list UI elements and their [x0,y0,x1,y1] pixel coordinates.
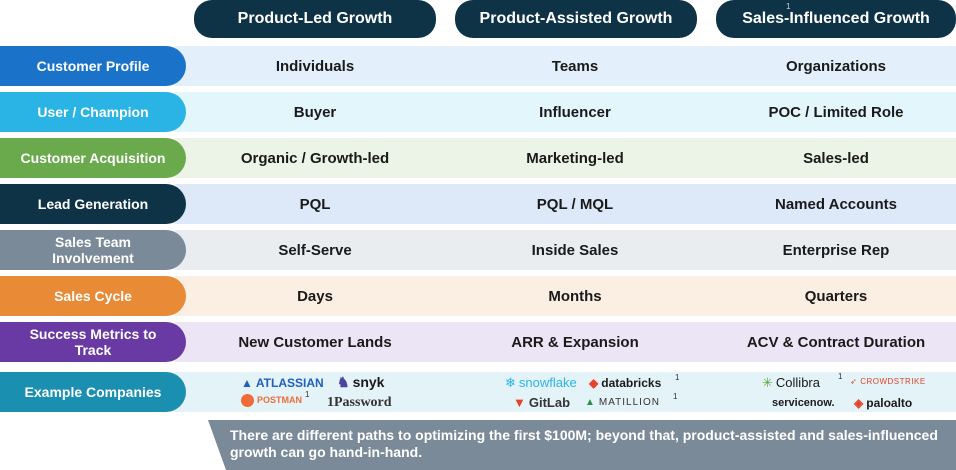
row-sales-team-involvement: Sales Team Involvement Self-Serve Inside… [0,230,956,270]
row-band [175,184,956,224]
footnote-marker: 1 [305,390,310,399]
row-label-user-champion: User / Champion [0,92,186,132]
row-label-lead-generation: Lead Generation [0,184,186,224]
databricks-icon: ◆ [589,376,599,390]
cell-sales-influenced: Enterprise Rep [782,241,890,259]
postman-mark-icon [241,394,254,407]
footnote-marker: 1 [838,372,843,381]
row-success-metrics: Success Metrics to Track New Customer La… [0,322,956,362]
cell-product-led: Days [297,287,333,305]
column-header-sales-influenced: 1 Sales-Influenced Growth [716,0,956,38]
row-label-example-companies: Example Companies [0,372,186,412]
row-band [175,230,956,270]
column-header-label: Product-Assisted Growth [479,10,673,27]
paloalto-logo: ◈ paloalto [854,396,913,410]
row-band [175,276,956,316]
cell-product-assisted: PQL / MQL [536,195,614,213]
gitlab-fox-icon: ▼ [513,395,526,410]
cell-product-led: Organic / Growth-led [240,149,390,167]
cell-product-assisted: Teams [551,57,599,75]
cell-product-led: New Customer Lands [238,333,392,351]
row-customer-profile: Customer Profile Individuals Teams Organ… [0,46,956,86]
atlassian-mark-icon: ▲ [241,376,253,390]
cell-product-assisted: Months [548,287,602,305]
cell-sales-influenced: Sales-led [803,149,869,167]
column-header-label: Sales-Influenced Growth [742,10,930,27]
cell-product-led: Buyer [293,103,337,121]
row-label-customer-profile: Customer Profile [0,46,186,86]
footnote-marker: 1 [673,392,679,401]
cell-sales-influenced: POC / Limited Role [768,103,904,121]
footer-note: There are different paths to optimizing … [208,420,956,470]
onepassword-logo: 1Password [327,395,392,410]
gitlab-logo: ▼ GitLab [513,395,571,410]
row-example-companies: Example Companies ▲ ATLASSIAN POSTMAN 1 ♞… [0,372,956,412]
row-label-sales-cycle: Sales Cycle [0,276,186,316]
cell-product-led: PQL [299,195,331,213]
footnote-marker: 1 [675,373,680,382]
row-sales-cycle: Sales Cycle Days Months Quarters [0,276,956,316]
column-header-label: Product-Led Growth [237,10,393,27]
crowdstrike-logo: ➶ CROWDSTRIKE [850,377,926,386]
snyk-dog-icon: ♞ [337,374,350,390]
snyk-logo: ♞ snyk [337,374,385,390]
row-band [175,138,956,178]
cell-product-led: Individuals [275,57,355,75]
cell-sales-influenced: Organizations [785,57,886,75]
snowflake-logo: ❄ snowflake [505,375,577,390]
footer-text: There are different paths to optimizing … [230,427,938,460]
row-label-sales-team-involvement: Sales Team Involvement [0,230,186,270]
servicenow-logo: servicenow. [772,397,835,409]
paloalto-mark-icon: ◈ [854,396,864,410]
cell-product-assisted: Influencer [539,103,611,121]
row-customer-acquisition: Customer Acquisition Organic / Growth-le… [0,138,956,178]
cell-product-assisted: ARR & Expansion [511,333,639,351]
snowflake-icon: ❄ [505,375,516,390]
row-lead-generation: Lead Generation PQL PQL / MQL Named Acco… [0,184,956,224]
column-header-product-led: Product-Led Growth [194,0,436,38]
postman-logo: POSTMAN 1 [241,391,309,407]
row-band [175,46,956,86]
cell-product-led: Self-Serve [278,241,352,259]
cell-sales-influenced: ACV & Contract Duration [746,333,926,351]
cell-product-assisted: Marketing-led [526,149,624,167]
cell-sales-influenced: Named Accounts [775,195,897,213]
collibra-icon: ✳ [762,375,773,390]
logos-product-assisted: ❄ snowflake ◆ databricks 1 ▼ GitLab ▲ MATILL… [455,372,695,412]
row-band [175,92,956,132]
row-label-customer-acquisition: Customer Acquisition [0,138,186,178]
column-header-product-assisted: Product-Assisted Growth [455,0,697,38]
logos-product-led: ▲ ATLASSIAN POSTMAN 1 ♞ snyk 1Password [195,372,435,412]
logos-sales-influenced: ✳ Collibra 1 ➶ CROWDSTRIKE servicenow. ◈ pa… [716,372,956,412]
atlassian-logo: ▲ ATLASSIAN [241,376,324,390]
row-user-champion: User / Champion Buyer Influencer POC / L… [0,92,956,132]
cell-product-assisted: Inside Sales [531,241,619,259]
matillion-icon: ▲ [585,397,596,408]
matillion-logo: ▲ MATILLION 1 [585,392,679,408]
cell-sales-influenced: Quarters [804,287,868,305]
collibra-logo: ✳ Collibra 1 [762,372,843,390]
footnote-marker: 1 [786,2,791,11]
databricks-logo: ◆ databricks 1 [589,373,680,390]
row-band [175,322,956,362]
row-label-success-metrics: Success Metrics to Track [0,322,186,362]
crowdstrike-falcon-icon: ➶ [850,377,858,386]
row-band [175,372,956,412]
